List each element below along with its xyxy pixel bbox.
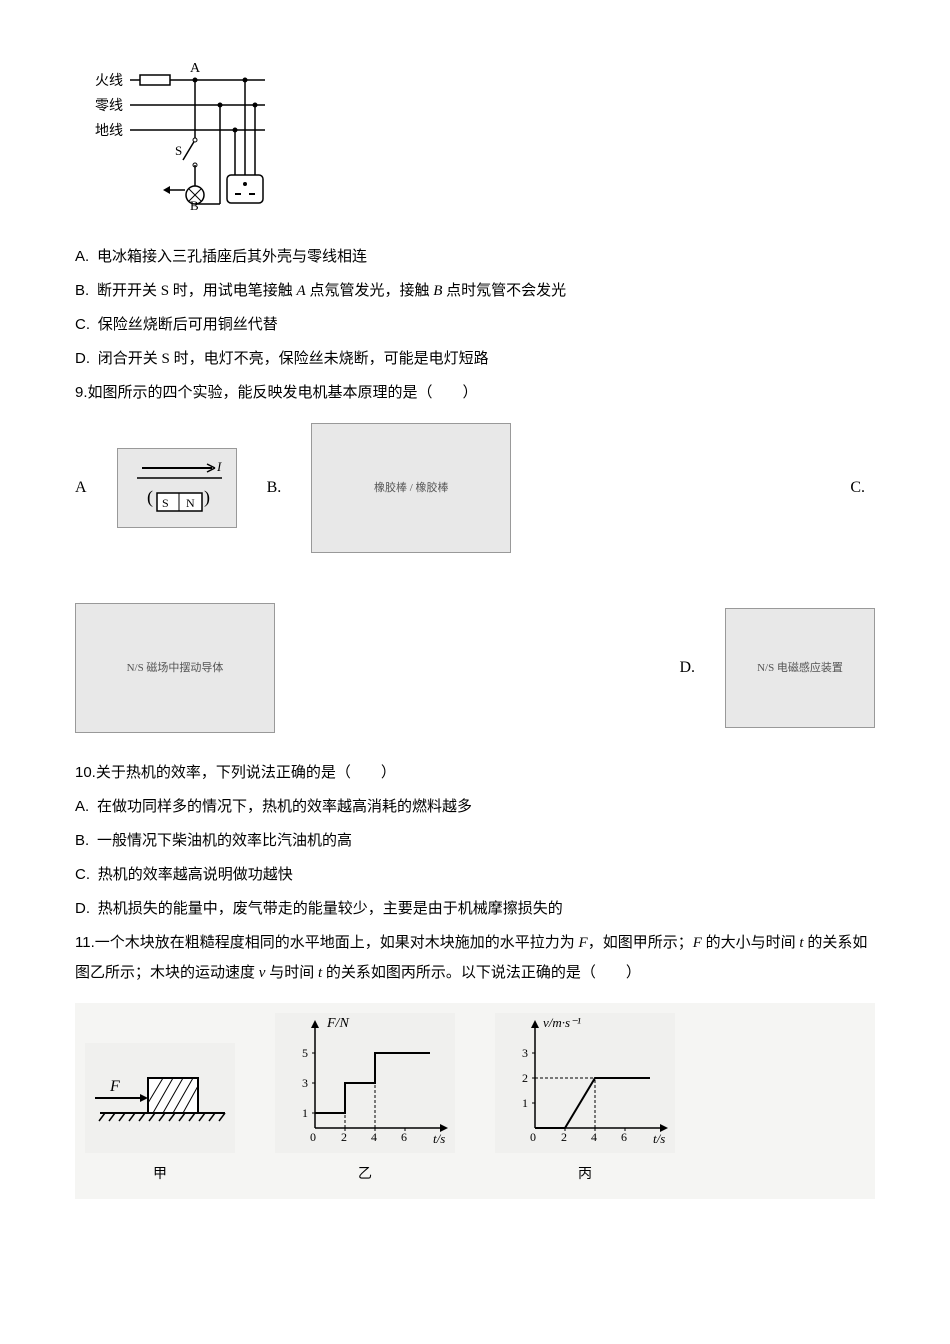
q11-fig-jia: F: [85, 1043, 235, 1189]
q10-text: 10.关于热机的效率，下列说法正确的是（ ）: [75, 758, 875, 788]
svg-text:1: 1: [302, 1106, 308, 1120]
svg-text:5: 5: [302, 1046, 308, 1060]
q8-circuit-diagram: 火线 零线 地线 A S B: [75, 60, 875, 222]
q10-option-d: D. 热机损失的能量中，废气带走的能量较少，主要是由于机械摩擦损失的: [75, 894, 875, 924]
svg-text:1: 1: [522, 1096, 528, 1110]
svg-text:N: N: [186, 496, 195, 510]
svg-text:S: S: [162, 496, 169, 510]
q9-image-c: N/S 磁场中摆动导体: [75, 603, 275, 733]
q11-jia-F-label: F: [109, 1078, 120, 1095]
q10-option-b: B. 一般情况下柴油机的效率比汽油机的高: [75, 826, 875, 856]
svg-text:t/s: t/s: [433, 1131, 445, 1146]
svg-text:v/m·s⁻¹: v/m·s⁻¹: [543, 1015, 581, 1030]
label-neutral: 零线: [95, 98, 123, 114]
q11-fig-yi: F/N t/s 1 3 5 0 2 4 6 乙: [275, 1013, 455, 1189]
label-s: S: [175, 143, 182, 158]
q9-options-row1: A I ( S N ) B. 橡胶棒 / 橡胶棒 C.: [75, 423, 875, 553]
chart-yi: F/N t/s 1 3 5 0 2 4 6: [275, 1013, 455, 1153]
q9-label-a: A: [75, 472, 87, 504]
q9-label-c: C.: [850, 472, 875, 504]
svg-text:0: 0: [310, 1130, 316, 1144]
svg-text:6: 6: [401, 1130, 407, 1144]
svg-text:2: 2: [561, 1130, 567, 1144]
svg-text:(: (: [147, 487, 153, 508]
q9-options-row2: N/S 磁场中摆动导体 D. N/S 电磁感应装置: [75, 603, 875, 733]
label-ground: 地线: [95, 123, 123, 139]
q9-image-d: N/S 电磁感应装置: [725, 608, 875, 728]
svg-text:2: 2: [341, 1130, 347, 1144]
svg-text:2: 2: [522, 1071, 528, 1085]
svg-text:0: 0: [530, 1130, 536, 1144]
svg-text:4: 4: [371, 1130, 377, 1144]
q11-figures: F: [75, 1003, 875, 1199]
svg-text:3: 3: [522, 1046, 528, 1060]
label-a: A: [190, 61, 201, 76]
q9-label-b: B.: [267, 472, 282, 504]
q9-text: 9.如图所示的四个实验，能反映发电机基本原理的是（ ）: [75, 378, 875, 408]
chart-bing: v/m·s⁻¹ t/s 1 2 3 0 2 4 6: [495, 1013, 675, 1153]
q11-label-yi: 乙: [358, 1161, 372, 1189]
q9-image-a: I ( S N ): [117, 448, 237, 528]
q11-fig-bing: v/m·s⁻¹ t/s 1 2 3 0 2 4 6 丙: [495, 1013, 675, 1189]
q10-option-a: A. 在做功同样多的情况下，热机的效率越高消耗的燃料越多: [75, 792, 875, 822]
svg-text:6: 6: [621, 1130, 627, 1144]
q8-option-d: D. 闭合开关 S 时，电灯不亮，保险丝未烧断，可能是电灯短路: [75, 344, 875, 374]
q9-label-d: D.: [679, 652, 695, 684]
svg-text:I: I: [216, 459, 222, 474]
label-live: 火线: [95, 73, 123, 89]
q11-text: 11.一个木块放在粗糙程度相同的水平地面上，如果对木块施加的水平拉力为 F，如图…: [75, 928, 875, 988]
q11-label-jia: 甲: [153, 1161, 167, 1189]
svg-text:t/s: t/s: [653, 1131, 665, 1146]
svg-text:3: 3: [302, 1076, 308, 1090]
q11-label-bing: 丙: [578, 1161, 592, 1189]
q8-option-b: B. 断开开关 S 时，用试电笔接触 A 点氖管发光，接触 B 点时氖管不会发光: [75, 276, 875, 306]
q8-option-a: A. 电冰箱接入三孔插座后其外壳与零线相连: [75, 242, 875, 272]
svg-text:4: 4: [591, 1130, 597, 1144]
q9-image-b: 橡胶棒 / 橡胶棒: [311, 423, 511, 553]
q8-option-c: C. 保险丝烧断后可用铜丝代替: [75, 310, 875, 340]
q10-option-c: C. 热机的效率越高说明做功越快: [75, 860, 875, 890]
svg-text:F/N: F/N: [326, 1016, 349, 1031]
svg-text:): ): [204, 487, 210, 508]
